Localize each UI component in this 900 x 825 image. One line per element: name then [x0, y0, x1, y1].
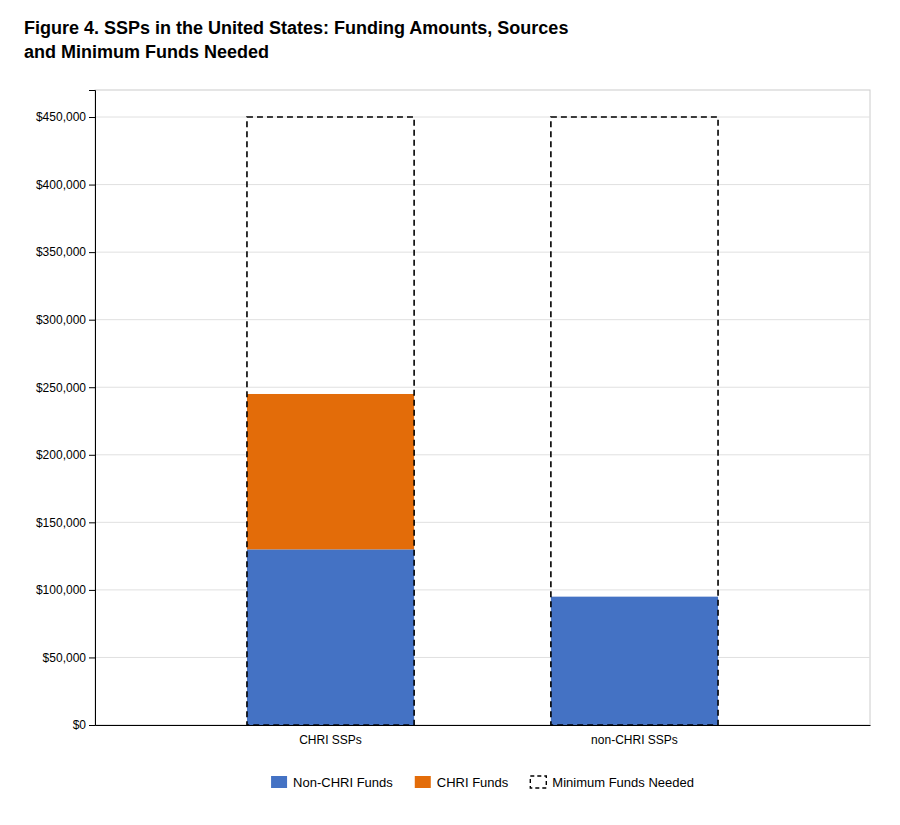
y-tick: $400,000 [36, 178, 95, 192]
plot: $0 $50,000 $100,000 $150,000 $200,000 $250,00… [36, 90, 871, 747]
y-tick-mark [89, 320, 95, 321]
y-tick-mark [89, 252, 95, 253]
y-tick-label: $150,000 [36, 516, 86, 530]
grid-line [95, 657, 870, 658]
grid [95, 117, 870, 725]
y-tick: $100,000 [36, 583, 95, 597]
title: Figure 4. SSPs in the United States: Fun… [24, 18, 568, 62]
chart-svg: Figure 4. SSPs in the United States: Fun… [0, 0, 900, 825]
grid-line [95, 725, 870, 726]
y-tick: $0 [73, 718, 95, 732]
legend-label: Non-CHRI Funds [293, 775, 393, 790]
y-tick: $150,000 [36, 516, 95, 530]
y-tick-mark [89, 590, 95, 591]
grid-line [95, 387, 870, 388]
y-tick-mark [89, 522, 95, 523]
y-tick-label: $50,000 [43, 651, 87, 665]
plot-background [95, 90, 870, 725]
bar-series [247, 549, 718, 725]
legend-item: CHRI Funds [415, 775, 509, 790]
y-tick: $300,000 [36, 313, 95, 327]
outline-box [247, 117, 414, 725]
legend-swatch [530, 776, 546, 788]
y-tick: $250,000 [36, 381, 95, 395]
y-tick-label: $200,000 [36, 448, 86, 462]
marks [247, 117, 718, 725]
grid-line [95, 319, 870, 320]
grid-line [95, 454, 870, 455]
y-axis: $0 $50,000 $100,000 $150,000 $200,000 $250,00… [36, 91, 96, 733]
y-tick-mark [89, 387, 95, 388]
y-tick-label: $400,000 [36, 178, 86, 192]
y-tick: $450,000 [36, 110, 95, 124]
legend-swatch [415, 776, 431, 788]
x-tick-label: non-CHRI SSPs [591, 733, 678, 747]
legend: Non-CHRI Funds CHRI Funds Minimum Funds Ne… [271, 775, 694, 790]
legend-item: Non-CHRI Funds [271, 775, 393, 790]
y-tick-mark [89, 455, 95, 456]
x-axis: CHRI SSPs non-CHRI SSPs [96, 726, 871, 747]
outline-box [551, 117, 718, 725]
y-tick-label: $450,000 [36, 110, 86, 124]
chart-container: Figure 4. SSPs in the United States: Fun… [0, 0, 900, 825]
y-tick-mark [89, 117, 95, 118]
bar [247, 394, 414, 549]
y-tick-label: $300,000 [36, 313, 86, 327]
x-tick-label: CHRI SSPs [299, 733, 362, 747]
grid-line [95, 589, 870, 590]
legend-label: Minimum Funds Needed [552, 775, 694, 790]
legend-label: CHRI Funds [437, 775, 509, 790]
y-tick-mark [89, 185, 95, 186]
outline-series [247, 117, 718, 725]
y-tick-label: $350,000 [36, 245, 86, 259]
title-line: and Minimum Funds Needed [24, 42, 269, 62]
y-tick-label: $0 [73, 718, 87, 732]
y-tick-label: $250,000 [36, 381, 86, 395]
y-tick: $350,000 [36, 245, 95, 259]
y-axis-line [89, 91, 96, 726]
legend-item: Minimum Funds Needed [530, 775, 694, 790]
bar-series [247, 394, 414, 549]
x-tick: CHRI SSPs [299, 733, 362, 747]
grid-line [95, 184, 870, 185]
bar [551, 597, 718, 725]
title-line: Figure 4. SSPs in the United States: Fun… [24, 18, 568, 38]
x-tick: non-CHRI SSPs [591, 733, 678, 747]
y-tick-mark [89, 725, 95, 726]
grid-line [95, 252, 870, 253]
legend-swatch [271, 776, 287, 788]
bar [247, 549, 414, 725]
y-tick: $200,000 [36, 448, 95, 462]
y-tick-label: $100,000 [36, 583, 86, 597]
grid-line [95, 522, 870, 523]
x-axis-line [96, 725, 871, 726]
grid-line [95, 117, 870, 118]
y-tick: $50,000 [43, 651, 95, 665]
y-tick-mark [89, 657, 95, 658]
bar [551, 596, 718, 597]
